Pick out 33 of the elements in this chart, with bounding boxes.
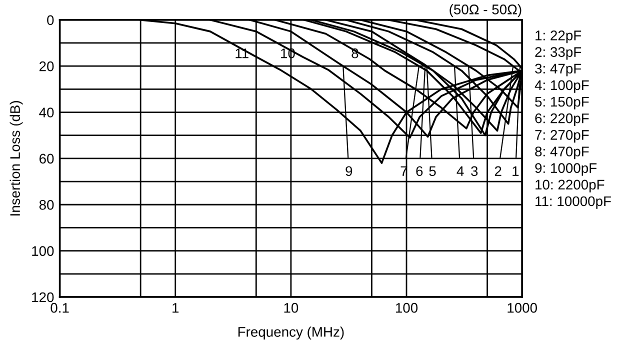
text: 4 bbox=[456, 166, 464, 176]
text: 5: 150pF bbox=[535, 96, 589, 110]
text: 9: 1000pF bbox=[535, 163, 597, 176]
text: 11: 10000pF bbox=[536, 196, 611, 209]
y-tick-label: 20 bbox=[40, 61, 54, 72]
x-tick-label: 1 bbox=[172, 303, 179, 313]
y-axis-title: Insertion Loss (dB) bbox=[10, 101, 23, 216]
text: 7: 270pF bbox=[535, 130, 589, 143]
y-tick-label: 80 bbox=[39, 200, 54, 210]
text: 5 bbox=[429, 166, 436, 176]
x-tick-label: 10 bbox=[284, 302, 298, 313]
x-tick-label: 0.1 bbox=[50, 302, 69, 313]
text: 1 bbox=[512, 166, 519, 176]
y-tick-label: 120 bbox=[32, 292, 54, 302]
text: 4: 100pF bbox=[534, 80, 589, 93]
x-tick-label: 1000 bbox=[508, 302, 537, 313]
y-tick-label: 0 bbox=[47, 15, 54, 26]
x-tick-label: 100 bbox=[396, 302, 418, 313]
text: 8: 470pF bbox=[535, 146, 589, 160]
text: 1: 22pF bbox=[536, 30, 582, 44]
text: 6 bbox=[416, 166, 423, 176]
chart-subtitle: (50Ω - 50Ω) bbox=[450, 4, 522, 18]
text: 9 bbox=[346, 166, 352, 176]
y-tick-label: 60 bbox=[40, 154, 54, 164]
text: 6: 220pF bbox=[535, 113, 589, 126]
y-tick-label: 40 bbox=[39, 108, 54, 118]
y-tick-label: 100 bbox=[32, 246, 54, 256]
text: 3 bbox=[471, 166, 478, 176]
text: 10: 2200pF bbox=[536, 180, 604, 192]
x-axis-title: Frequency (MHz) bbox=[238, 326, 344, 340]
text: 3: 47pF bbox=[535, 64, 582, 76]
text: 2 bbox=[494, 166, 502, 176]
text: 2: 33pF bbox=[535, 47, 582, 60]
